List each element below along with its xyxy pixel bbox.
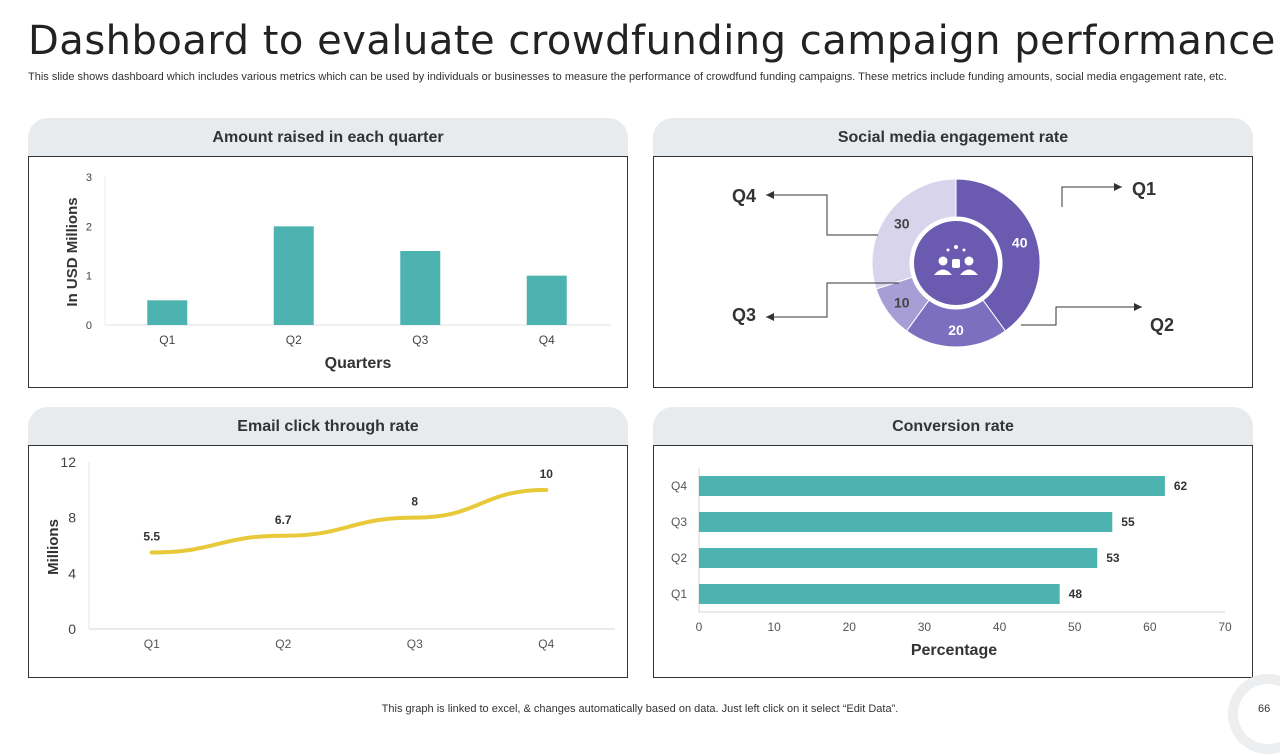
page-number: 66 [1258, 703, 1271, 715]
callout-line-q3 [766, 282, 899, 318]
social-chart-area[interactable]: 40 20 10 30 Q1 Q2 Q3 Q4 [653, 156, 1253, 388]
social-panel: Social media engagement rate 40 20 10 30 Q1 Q… [653, 118, 1253, 388]
y-tick-label: 3 [86, 172, 92, 184]
email-panel-title: Email click through rate [28, 407, 628, 445]
data-point-q1 [149, 550, 154, 555]
x-tick-label: 0 [696, 620, 703, 634]
y-tick-label: 1 [86, 271, 92, 283]
callout-arrow-q3 [766, 313, 774, 321]
y-tick-label: 8 [68, 510, 76, 526]
y-tick-label: 2 [86, 221, 92, 233]
amount-chart-area[interactable]: 0 1 2 3 Q1 Q2 Q3 Q4 Quarters In USD Millions [28, 156, 628, 388]
data-label: 10 [540, 467, 554, 481]
x-axis-title: Quarters [325, 355, 392, 372]
x-tick-label: 70 [1218, 620, 1232, 634]
bar-q3 [699, 512, 1113, 532]
amount-bar-chart[interactable]: 0 1 2 3 Q1 Q2 Q3 Q4 Quarters In USD Millions [29, 157, 627, 387]
conversion-bar-chart[interactable]: 0 10 20 30 40 50 60 70 Q1 48 Q2 53 Q3 55 Q4 62 Percentag… [654, 446, 1252, 677]
callout-arrow-q2 [1134, 303, 1142, 311]
social-panel-title: Social media engagement rate [653, 118, 1253, 156]
y-tick-label: 12 [60, 454, 76, 470]
callout-arrow-q4 [766, 191, 774, 199]
x-tick-label: Q3 [412, 333, 428, 347]
x-tick-label: Q1 [144, 637, 160, 651]
bar-q4 [699, 476, 1165, 496]
slice-q4 [871, 178, 957, 290]
conversion-panel-title: Conversion rate [653, 407, 1253, 445]
x-tick-label: 20 [843, 620, 857, 634]
data-point-q3 [412, 515, 417, 520]
x-tick-label: 40 [993, 620, 1007, 634]
y-tick-label: 0 [68, 621, 76, 637]
page-title: Dashboard to evaluate crowdfunding campa… [28, 18, 1276, 64]
page-subtitle: This slide shows dashboard which include… [28, 71, 1227, 83]
data-point-q2 [281, 533, 286, 538]
x-tick-label: 10 [767, 620, 781, 634]
bar-q1 [147, 300, 188, 325]
callout-line-q1 [1061, 186, 1122, 207]
x-tick-label: Q4 [539, 333, 555, 347]
data-label: 55 [1121, 515, 1135, 529]
conversion-chart-area[interactable]: 0 10 20 30 40 50 60 70 Q1 48 Q2 53 Q3 55 Q4 62 Percentag… [653, 445, 1253, 678]
callout-label-q1: Q1 [1132, 179, 1156, 199]
bar-q2 [699, 548, 1098, 568]
callout-line-q4 [766, 194, 878, 236]
email-chart-area[interactable]: 0 4 8 12 5.5 Q1 6.7 Q2 8 Q3 10 Q4 Millions [28, 445, 628, 678]
y-tick-label: 4 [68, 565, 76, 581]
conversion-panel: Conversion rate 0 10 20 30 40 50 60 70 Q1 48 Q2 53 Q… [653, 407, 1253, 678]
slice-q1 [955, 178, 1041, 332]
y-tick-label: Q4 [671, 479, 687, 493]
email-panel: Email click through rate 0 4 8 12 5.5 Q1 6.7 Q2… [28, 407, 628, 678]
callout-label-q3: Q3 [732, 305, 756, 325]
y-tick-label: Q2 [671, 551, 687, 565]
bar-q1 [699, 584, 1060, 604]
bar-q3 [400, 251, 441, 325]
x-tick-label: Q3 [407, 637, 423, 651]
y-axis-title: Millions [45, 519, 62, 575]
y-tick-label: Q3 [671, 515, 687, 529]
slice-value-q4: 30 [894, 216, 910, 232]
x-tick-label: Q2 [275, 637, 291, 651]
crowd-icon [934, 245, 978, 275]
data-label: 5.5 [143, 529, 160, 543]
x-tick-label: 30 [918, 620, 932, 634]
data-label: 6.7 [275, 513, 292, 527]
x-axis-title: Percentage [911, 642, 997, 659]
corner-decoration [1228, 674, 1280, 754]
y-tick-label: 0 [86, 320, 92, 332]
x-tick-label: 60 [1143, 620, 1157, 634]
amount-panel-title: Amount raised in each quarter [28, 118, 628, 156]
footer-note: This graph is linked to excel, & changes… [381, 703, 899, 715]
callout-line-q2 [1021, 306, 1142, 326]
slice-value-q3: 10 [894, 294, 910, 310]
email-line-chart[interactable]: 0 4 8 12 5.5 Q1 6.7 Q2 8 Q3 10 Q4 Millions [29, 446, 627, 677]
x-tick-label: 50 [1068, 620, 1082, 634]
callout-label-q2: Q2 [1150, 315, 1174, 335]
data-label: 8 [411, 495, 418, 509]
slice-value-q1: 40 [1012, 234, 1028, 250]
bar-q4 [526, 275, 567, 325]
social-donut-chart[interactable]: 40 20 10 30 Q1 Q2 Q3 Q4 [654, 157, 1252, 387]
x-tick-label: Q1 [159, 333, 175, 347]
amount-panel: Amount raised in each quarter 0 1 2 3 Q1 Q2 Q3… [28, 118, 628, 388]
y-axis-title: In USD Millions [64, 197, 81, 306]
x-tick-label: Q4 [538, 637, 554, 651]
data-point-q4 [544, 487, 549, 492]
slice-value-q2: 20 [948, 322, 964, 338]
data-label: 62 [1174, 479, 1188, 493]
bar-q2 [273, 226, 314, 325]
callout-arrow-q1 [1114, 183, 1122, 191]
series-line [149, 487, 549, 555]
y-tick-label: Q1 [671, 587, 687, 601]
data-label: 53 [1106, 551, 1120, 565]
callout-label-q4: Q4 [732, 186, 756, 206]
x-tick-label: Q2 [286, 333, 302, 347]
data-label: 48 [1069, 587, 1083, 601]
